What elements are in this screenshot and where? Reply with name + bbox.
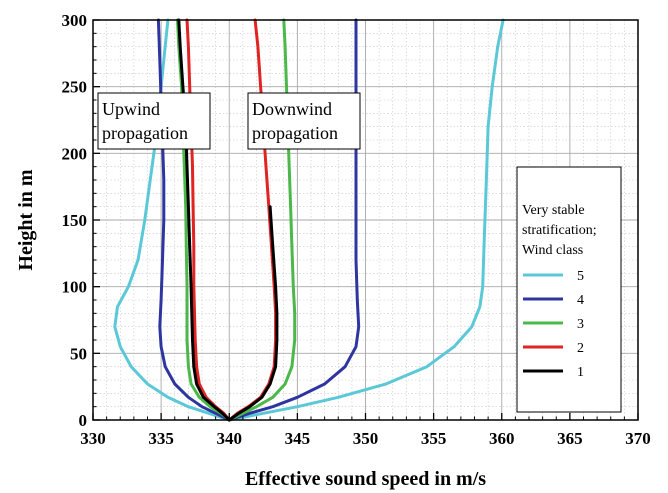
y-tick-label: 200 [62, 144, 88, 163]
tick-labels: 330 335 340 345 350 355 360 365 3700501001502002… [62, 11, 651, 448]
legend-label-5: 5 [577, 269, 584, 284]
legend: Very stable stratification; Wind class 5… [516, 166, 622, 413]
legend-title-line-3: Wind class [522, 243, 583, 258]
legend-label-4: 4 [577, 293, 584, 308]
y-tick-label: 100 [62, 278, 88, 297]
x-tick-label: 345 [285, 429, 311, 448]
y-tick-label: 300 [62, 11, 88, 30]
x-tick-label: 360 [489, 429, 515, 448]
x-tick-label: 365 [557, 429, 583, 448]
x-tick-label: 335 [148, 429, 174, 448]
series-line-9 [227, 205, 279, 422]
y-axis-title: Height in m [15, 169, 37, 270]
x-tick-label: 350 [353, 429, 379, 448]
legend-label-3: 3 [577, 317, 584, 332]
x-axis-title: Effective sound speed in m/s [245, 468, 486, 490]
x-tick-label: 370 [625, 429, 651, 448]
annotation-upwind-line-2: propagation [102, 123, 188, 143]
x-tick-label: 340 [217, 429, 243, 448]
legend-label-2: 2 [577, 341, 584, 356]
y-tick-label: 250 [62, 78, 88, 97]
series-line-5 [227, 18, 505, 422]
x-tick-label: 330 [80, 429, 106, 448]
y-tick-label: 50 [70, 344, 87, 363]
legend-items: 5 4 3 2 1 [523, 269, 584, 380]
legend-title-line-2: stratification; [522, 223, 597, 238]
y-tick-label: 150 [62, 211, 88, 230]
annotation-upwind: Upwind propagation [97, 92, 211, 150]
legend-title-line-1: Very stable [522, 203, 585, 218]
y-tick-label: 0 [79, 411, 88, 430]
x-tick-label: 355 [421, 429, 447, 448]
axis-ticks [92, 19, 639, 421]
annotation-downwind-line-2: propagation [252, 123, 338, 143]
annotation-downwind: Downwind propagation [247, 92, 361, 150]
legend-label-1: 1 [577, 365, 584, 380]
annotation-upwind-line-1: Upwind [102, 99, 160, 119]
annotation-downwind-line-1: Downwind [252, 99, 332, 119]
